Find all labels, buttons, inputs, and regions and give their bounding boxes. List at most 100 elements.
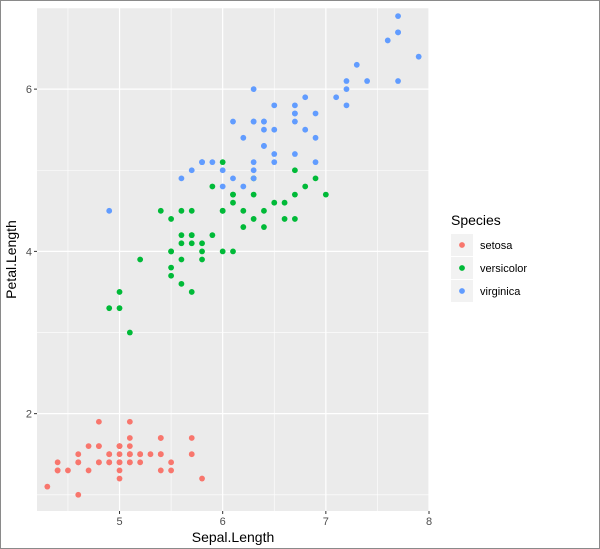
data-point-versicolor (116, 289, 123, 295)
data-point-virginica (302, 94, 309, 101)
data-point-virginica (415, 53, 422, 60)
data-point-setosa (126, 418, 133, 425)
data-point-setosa (85, 443, 92, 449)
data-point-versicolor (261, 207, 267, 214)
data-point-setosa (199, 475, 205, 482)
data-point-virginica (312, 159, 319, 166)
data-point-versicolor (240, 207, 247, 214)
data-point-versicolor (126, 329, 133, 336)
data-point-virginica (199, 159, 205, 166)
data-point-virginica (395, 29, 401, 36)
data-point-setosa (157, 435, 164, 441)
data-point-virginica (188, 167, 195, 174)
data-point-virginica (395, 13, 401, 20)
legend-label-versicolor: versicolor (480, 263, 527, 275)
data-point-virginica (302, 126, 309, 133)
data-point-virginica (291, 102, 298, 109)
legend-swatch-virginica (459, 288, 465, 294)
data-point-virginica (271, 102, 278, 109)
data-point-versicolor (291, 216, 298, 222)
data-point-virginica (291, 118, 298, 125)
data-point-virginica (312, 110, 319, 117)
data-point-versicolor (209, 183, 216, 190)
data-point-setosa (137, 459, 144, 466)
data-point-virginica (384, 37, 391, 44)
data-point-versicolor (291, 191, 298, 198)
data-point-setosa (116, 443, 123, 449)
data-point-versicolor (188, 240, 195, 247)
data-point-setosa (106, 451, 113, 458)
data-point-setosa (126, 443, 133, 449)
data-point-versicolor (178, 207, 185, 214)
legend-items: setosa versicolor virginica (451, 234, 527, 302)
data-point-versicolor (291, 167, 298, 174)
data-point-virginica (230, 175, 236, 182)
data-point-setosa (75, 451, 82, 458)
legend-label-virginica: virginica (480, 286, 521, 298)
data-point-versicolor (188, 232, 195, 239)
data-point-virginica (261, 126, 267, 133)
data-point-versicolor (178, 280, 185, 287)
data-point-versicolor (230, 199, 236, 206)
data-point-virginica (240, 134, 247, 141)
data-point-versicolor (157, 207, 164, 214)
data-point-virginica (106, 207, 113, 214)
data-point-versicolor (188, 289, 195, 295)
data-point-virginica (291, 110, 298, 117)
data-point-versicolor (137, 256, 144, 263)
data-point-versicolor (322, 191, 329, 198)
data-point-setosa (168, 467, 175, 474)
data-point-versicolor (250, 191, 257, 198)
data-point-versicolor (281, 216, 288, 222)
data-point-virginica (333, 94, 340, 101)
legend: Species setosa versicolor virginica (451, 212, 527, 302)
data-point-virginica (209, 159, 216, 166)
data-point-virginica (250, 175, 257, 182)
data-point-virginica (250, 167, 257, 174)
data-point-setosa (95, 418, 102, 425)
data-point-setosa (95, 443, 102, 449)
data-point-virginica (364, 78, 371, 84)
data-point-setosa (106, 459, 113, 466)
data-point-versicolor (219, 159, 226, 166)
data-point-virginica (353, 61, 360, 68)
plot-panel (37, 8, 429, 511)
data-point-versicolor (116, 305, 123, 312)
data-point-setosa (188, 451, 195, 458)
data-point-virginica (219, 183, 226, 190)
data-point-setosa (168, 459, 175, 466)
data-point-setosa (54, 467, 61, 474)
data-point-virginica (312, 134, 319, 141)
data-point-setosa (126, 435, 133, 441)
data-point-setosa (44, 483, 51, 490)
data-point-setosa (157, 467, 164, 474)
data-point-virginica (261, 143, 267, 149)
data-point-versicolor (178, 256, 185, 263)
data-point-setosa (65, 467, 71, 474)
data-point-versicolor (271, 199, 278, 206)
y-tick-label: 2 (26, 409, 32, 421)
data-point-virginica (250, 118, 257, 125)
x-axis: 5 6 7 8 (116, 511, 432, 528)
data-point-versicolor (106, 305, 113, 312)
y-tick-label: 6 (26, 84, 32, 96)
data-point-versicolor (230, 248, 236, 255)
data-point-virginica (230, 118, 236, 125)
data-points (44, 13, 422, 498)
data-point-versicolor (302, 183, 309, 190)
data-point-setosa (116, 467, 123, 474)
data-point-versicolor (199, 256, 205, 263)
data-point-versicolor (219, 207, 226, 214)
x-tick-label: 5 (116, 516, 122, 528)
data-point-versicolor (250, 216, 257, 222)
data-point-setosa (85, 467, 92, 474)
data-point-setosa (75, 491, 82, 498)
data-point-virginica (178, 175, 185, 182)
data-point-versicolor (178, 232, 185, 239)
data-point-setosa (126, 451, 133, 458)
data-point-versicolor (168, 272, 175, 279)
data-point-virginica (291, 151, 298, 157)
data-point-versicolor (168, 216, 175, 222)
data-point-versicolor (281, 199, 288, 206)
